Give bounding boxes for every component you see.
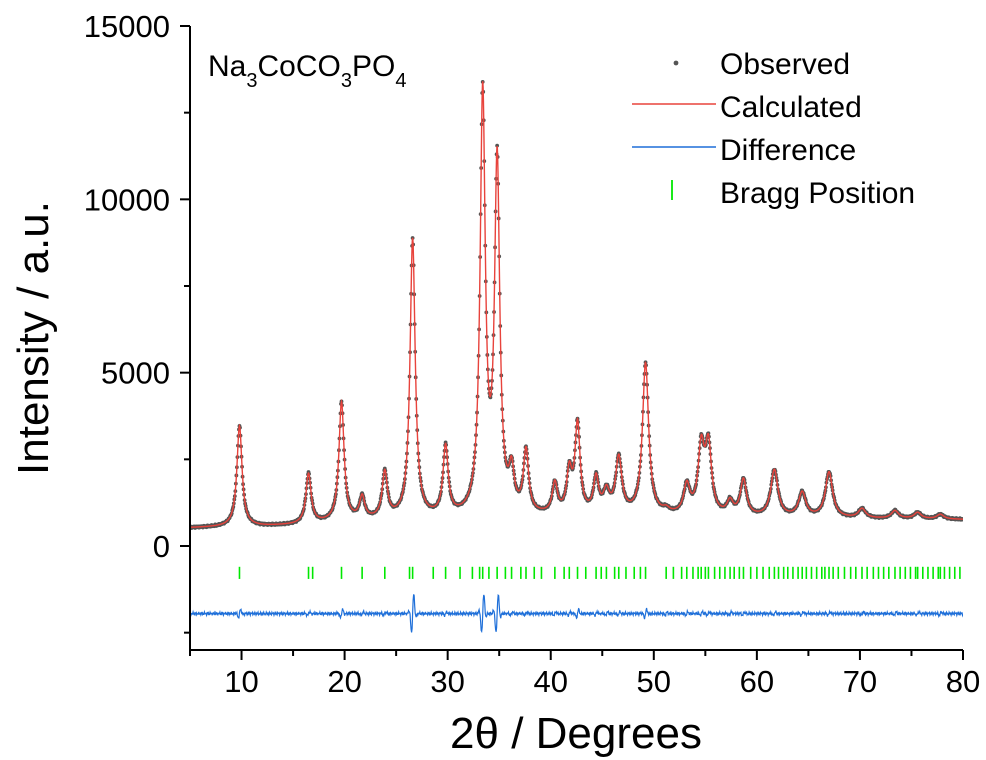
x-tick-label: 30	[430, 664, 464, 699]
y-tick-label: 5000	[101, 356, 170, 391]
plot-series	[190, 79, 963, 634]
legend-label: Difference	[720, 134, 856, 167]
x-tick-label: 50	[637, 664, 671, 699]
x-tick-label: 40	[533, 664, 567, 699]
legend-label: Bragg Position	[720, 177, 915, 210]
x-tick-label: 80	[946, 664, 980, 699]
x-tick-label: 10	[224, 664, 258, 699]
x-tick-label: 60	[740, 664, 774, 699]
legend-entry: Observed	[673, 48, 850, 81]
formula-subscript: 4	[395, 70, 406, 92]
compound-formula-text: Na3CoCO3PO4	[208, 50, 406, 92]
formula-part: CoCO	[257, 50, 340, 83]
calculated-series-line	[190, 81, 963, 528]
axis-labels: 2θ / Degrees Intensity / a.u.	[9, 201, 702, 758]
difference-series-line	[190, 593, 963, 634]
y-tick-label: 15000	[84, 9, 170, 44]
formula-part: Na	[208, 50, 247, 83]
formula-subscript: 3	[341, 70, 352, 92]
y-axis-title: Intensity / a.u.	[9, 201, 58, 475]
legend: Observed Calculated Difference Bragg Positi…	[632, 48, 915, 210]
legend-observed-marker	[673, 60, 679, 66]
bragg-position-series	[238, 566, 961, 579]
legend-entry: Bragg Position	[671, 177, 915, 210]
y-tick-label: 0	[153, 529, 170, 564]
x-tick-label: 20	[327, 664, 361, 699]
x-tick-label: 70	[843, 664, 877, 699]
formula-subscript: 3	[246, 70, 257, 92]
axis-ticks: 10 20 30 40 50 60 70 80 0 5000 10000 15000	[84, 9, 980, 699]
y-tick-label: 10000	[84, 182, 170, 217]
x-axis-title: 2θ / Degrees	[450, 709, 702, 758]
legend-label: Observed	[720, 48, 850, 81]
legend-entry: Difference	[632, 134, 856, 167]
legend-entry: Calculated	[632, 91, 862, 124]
legend-label: Calculated	[720, 91, 862, 124]
plot-area	[190, 79, 963, 634]
formula-part: PO	[352, 50, 395, 83]
observed-point	[495, 143, 500, 148]
compound-formula: Na3CoCO3PO4	[208, 50, 406, 92]
